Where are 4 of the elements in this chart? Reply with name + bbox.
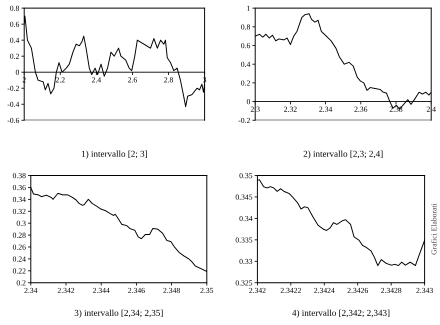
text: 3) intervallo [2,34; 2,35]: [74, 310, 163, 318]
text: 1) intervallo [2; 3]: [82, 150, 147, 159]
text: 4) intervallo [2,342; 2,343]: [292, 310, 390, 318]
text: 2) intervallo [2,3; 2,4]: [304, 150, 383, 159]
